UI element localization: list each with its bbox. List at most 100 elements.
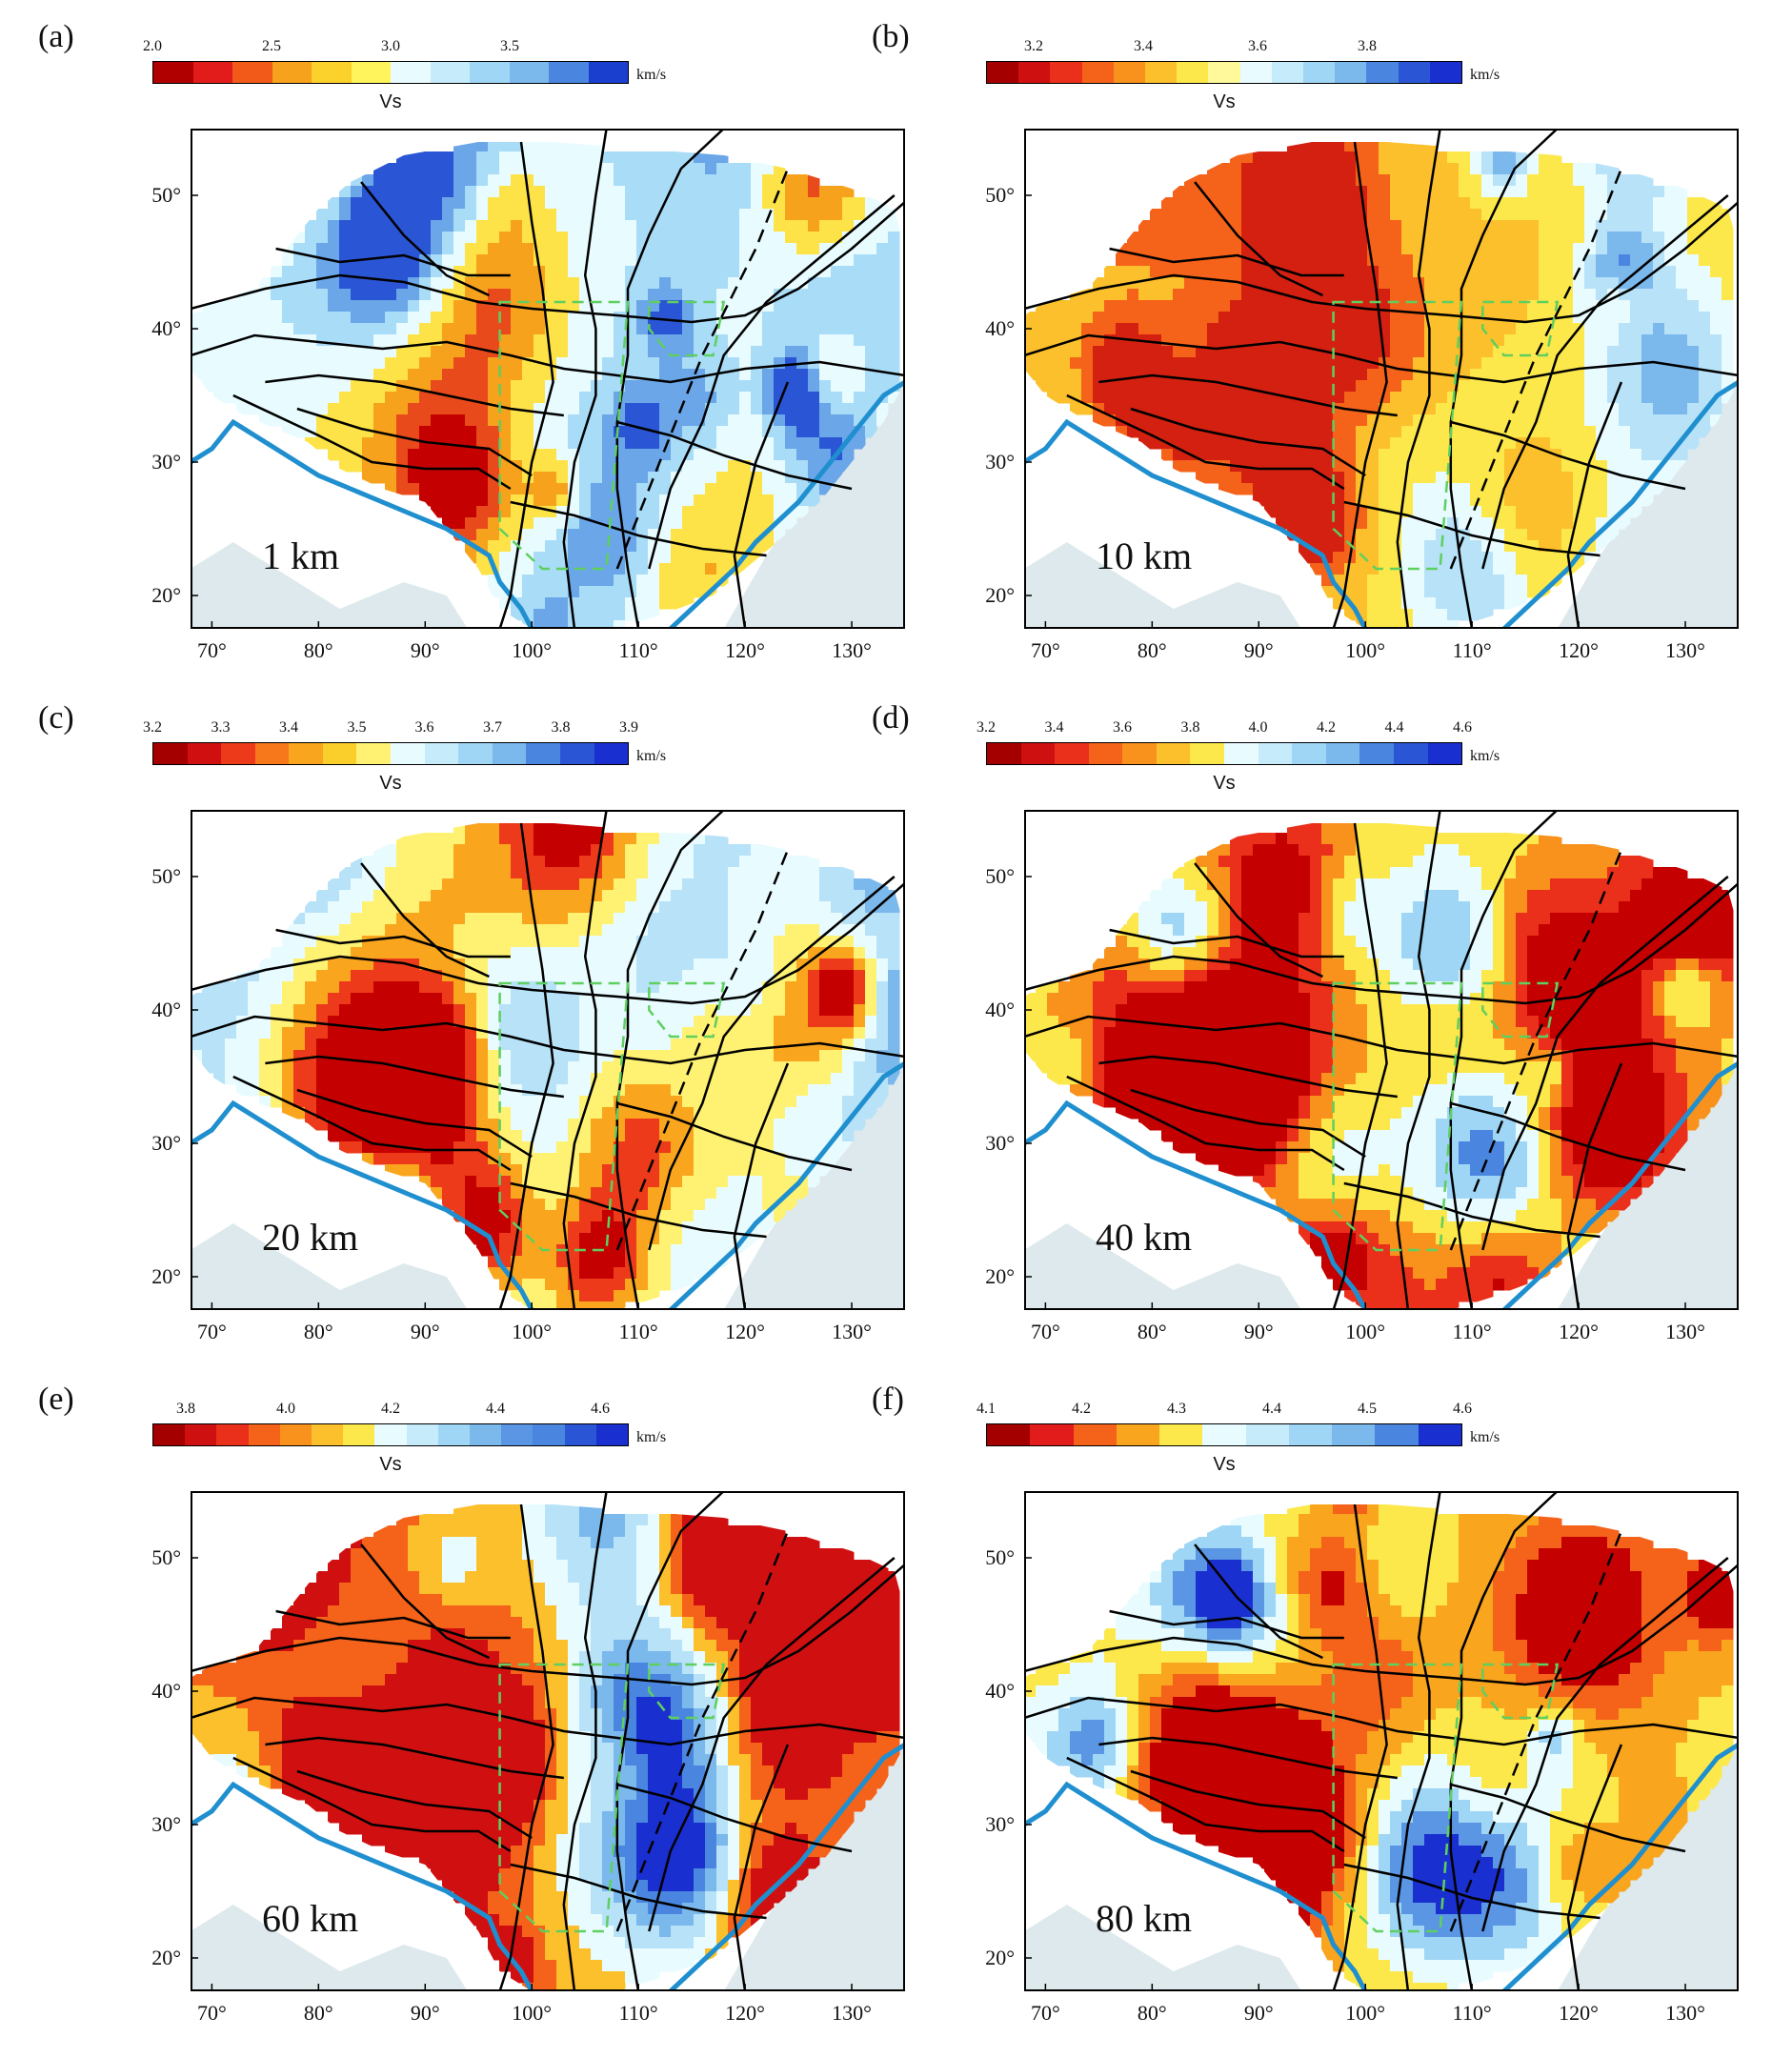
longitude-label: 120° [725,638,765,663]
colorbar-swatch [352,62,392,83]
longitude-label: 130° [832,2001,872,2026]
longitude-label: 90° [1244,1320,1274,1344]
colorbar-swatch [1050,62,1081,83]
colorbar-tick-label: 4.1 [977,1401,996,1418]
longitude-label: 120° [1559,1320,1599,1344]
colorbar-swatch [1419,1424,1461,1445]
colorbar-swatch [188,743,222,764]
colorbar-swatch [431,62,471,83]
longitude-label: 110° [619,1320,658,1344]
colorbar-swatch [1359,743,1394,764]
longitude-label: 80° [1138,1320,1167,1344]
latitude-label: 50° [957,864,1015,889]
latitude-label: 40° [957,998,1015,1022]
colorbar-strip [986,742,1462,765]
longitude-label: 120° [725,2001,765,2026]
latitude-label: 50° [124,864,181,889]
colorbar-swatch [1021,743,1056,764]
colorbar-tick-label: 3.2 [977,719,996,736]
colorbar-swatch [1145,62,1177,83]
colorbar-swatch [280,1424,312,1445]
colorbar-swatch [1202,1424,1245,1445]
colorbar-swatch [987,743,1021,764]
colorbar-swatch [1208,62,1239,83]
colorbar-tick-label: 4.2 [1317,719,1336,736]
latitude-label: 50° [957,183,1015,208]
colorbar-swatch [1272,62,1303,83]
latitude-label: 40° [124,316,181,341]
latitude-label: 20° [124,1264,181,1289]
depth-label: 60 km [262,1896,358,1941]
colorbar-swatch [501,1424,533,1445]
latitude-label: 40° [957,1679,1015,1704]
latitude-label: 20° [957,583,1015,608]
longitude-label: 100° [512,1320,552,1344]
longitude-label: 90° [1244,2001,1274,2026]
colorbar-swatch [1303,62,1335,83]
colorbar-tick-label: 3.8 [1358,38,1377,55]
longitude-label: 80° [304,638,333,663]
longitude-label: 70° [1031,2001,1060,2026]
colorbar-swatch [596,1424,628,1445]
colorbar-swatch [1082,62,1114,83]
colorbar-swatch [1074,1424,1117,1445]
depth-label: 1 km [262,534,339,578]
latitude-label: 50° [124,183,181,208]
longitude-label: 80° [304,1320,333,1344]
longitude-label: 90° [411,1320,440,1344]
colorbar-swatch [1157,743,1191,764]
panel-label: (d) [872,700,910,736]
colorbar-swatch [312,1424,343,1445]
colorbar-swatch [493,743,527,764]
longitude-label: 120° [725,1320,765,1344]
colorbar-title: Vs [152,91,629,113]
colorbar-tick-label: 4.2 [381,1401,400,1418]
colorbar-swatch [470,1424,501,1445]
depth-label: 10 km [1096,534,1192,578]
colorbar-unit: km/s [1470,1429,1500,1446]
colorbar-swatch [1089,743,1123,764]
latitude-label: 30° [957,1812,1015,1837]
velocity-map-d: 40 km [1024,810,1739,1310]
depth-label: 20 km [262,1215,358,1260]
panel-label: (f) [872,1382,904,1418]
colorbar-swatch [549,62,589,83]
colorbar-swatch [185,1424,216,1445]
colorbar-tick-label: 3.6 [1248,38,1267,55]
latitude-label: 20° [124,583,181,608]
colorbar-swatch [1030,1424,1073,1445]
panel-label: (b) [872,19,910,55]
longitude-label: 120° [1559,638,1599,663]
colorbar-swatch [1399,62,1430,83]
colorbar-tick-label: 4.6 [1453,719,1472,736]
longitude-label: 100° [1345,1320,1385,1344]
depth-label: 40 km [1096,1215,1192,1260]
latitude-label: 40° [957,316,1015,341]
latitude-label: 30° [124,450,181,474]
latitude-label: 50° [957,1545,1015,1570]
colorbar-swatch [533,1424,564,1445]
longitude-label: 130° [832,638,872,663]
colorbar-swatch [1428,743,1462,764]
latitude-label: 30° [124,1812,181,1837]
colorbar-title: Vs [986,773,1462,795]
colorbar-swatch [1159,1424,1202,1445]
colorbar-strip [152,742,629,765]
colorbar-tick-label: 3.8 [1181,719,1200,736]
colorbar-tick-label: 3.4 [1134,38,1153,55]
colorbar-swatch [470,62,510,83]
colorbar-swatch [1240,62,1272,83]
colorbar-swatch [391,62,431,83]
longitude-label: 100° [1345,2001,1385,2026]
colorbar-tick-label: 3.4 [1045,719,1064,736]
colorbar-unit: km/s [1470,67,1500,84]
colorbar-swatch [1177,62,1208,83]
colorbar-unit: km/s [1470,748,1500,765]
panel-label: (a) [38,19,74,55]
